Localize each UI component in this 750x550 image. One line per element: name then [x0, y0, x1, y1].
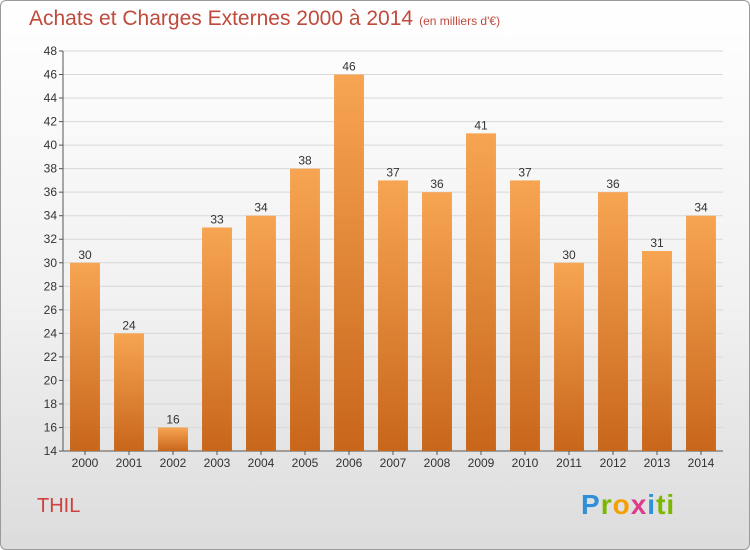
bar-value-label: 36 [430, 177, 444, 191]
bar-2000 [70, 262, 100, 451]
bar-2010 [510, 180, 540, 452]
bar-value-label: 30 [562, 248, 576, 262]
x-axis: 2000 2001 2002 2003 2004 2005 2006 2007 2008 2009… [72, 451, 715, 470]
y-tick-label: 40 [44, 138, 58, 152]
y-tick-label: 36 [44, 185, 58, 199]
bars: 30 24 16 33 34 38 46 37 36 41 37 30 36 31 34 [70, 60, 716, 452]
bar-2013 [642, 251, 672, 451]
bar-2014 [686, 215, 716, 451]
y-tick-label: 22 [44, 350, 58, 364]
bar-2011 [554, 262, 584, 451]
x-tick-label: 2013 [644, 456, 671, 470]
x-tick-label: 2006 [336, 456, 363, 470]
bar-value-label: 38 [298, 154, 312, 168]
chart-title-block: Achats et Charges Externes 2000 à 2014 (e… [29, 7, 500, 31]
bar-value-label: 46 [342, 60, 356, 74]
bar-value-label: 37 [518, 165, 532, 179]
x-tick-label: 2000 [72, 456, 99, 470]
x-tick-label: 2008 [424, 456, 451, 470]
bar-value-label: 30 [78, 248, 92, 262]
bar-2009 [466, 133, 496, 451]
bar-2007 [378, 180, 408, 452]
y-tick-label: 42 [44, 115, 58, 129]
bar-value-label: 16 [166, 412, 180, 426]
y-tick-label: 44 [44, 91, 58, 105]
bar-value-label: 34 [694, 201, 708, 215]
bar-value-label: 24 [122, 318, 136, 332]
bar-2004 [246, 215, 276, 451]
x-tick-label: 2010 [512, 456, 539, 470]
y-tick-label: 26 [44, 303, 58, 317]
x-tick-label: 2005 [292, 456, 319, 470]
x-tick-label: 2012 [600, 456, 627, 470]
chart-subtitle: (en milliers d'€) [419, 14, 501, 28]
y-tick-label: 16 [44, 420, 58, 434]
y-tick-label: 24 [44, 326, 58, 340]
bar-value-label: 33 [210, 212, 224, 226]
bar-value-label: 37 [386, 165, 400, 179]
y-tick-label: 38 [44, 162, 58, 176]
place-name: THIL [37, 495, 81, 517]
proxiti-logo: Proxiti [581, 489, 676, 520]
bar-value-label: 34 [254, 201, 268, 215]
y-tick-label: 28 [44, 279, 58, 293]
bar-value-label: 36 [606, 177, 620, 191]
y-tick-label: 30 [44, 256, 58, 270]
x-tick-label: 2002 [160, 456, 187, 470]
y-tick-label: 20 [44, 373, 58, 387]
bar-value-label: 31 [650, 236, 664, 250]
x-tick-label: 2003 [204, 456, 231, 470]
x-tick-label: 2001 [116, 456, 143, 470]
bar-2006 [334, 74, 364, 451]
x-tick-label: 2004 [248, 456, 275, 470]
bar-2012 [598, 192, 628, 452]
bar-value-label: 41 [474, 118, 488, 132]
y-tick-label: 18 [44, 397, 58, 411]
x-tick-label: 2009 [468, 456, 495, 470]
y-tick-label: 32 [44, 232, 58, 246]
bar-2003 [202, 227, 232, 451]
bar-2005 [290, 168, 320, 451]
y-tick-label: 48 [44, 44, 58, 58]
chart-title: Achats et Charges Externes 2000 à 2014 [29, 7, 414, 30]
x-tick-label: 2014 [688, 456, 715, 470]
x-tick-label: 2007 [380, 456, 407, 470]
y-tick-label: 14 [44, 444, 58, 458]
bar-2001 [114, 333, 144, 451]
bar-2008 [422, 192, 452, 452]
y-tick-label: 46 [44, 68, 58, 82]
x-tick-label: 2011 [556, 456, 582, 470]
y-tick-label: 34 [44, 209, 58, 223]
bar-2002 [158, 427, 188, 451]
